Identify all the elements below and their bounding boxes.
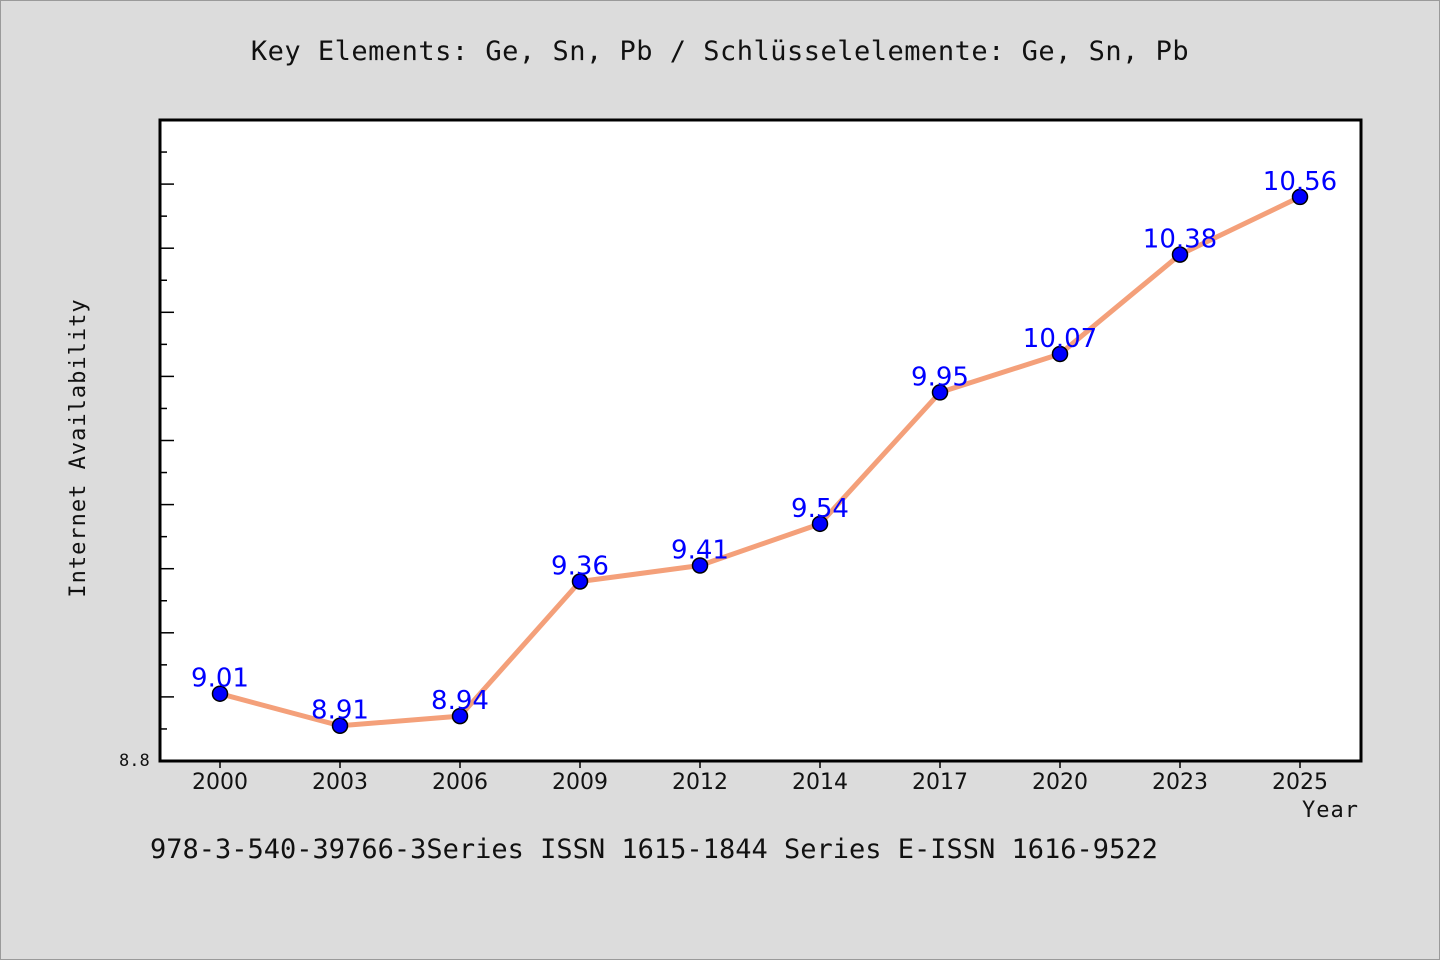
x-tick-label: 2014 [792,770,848,795]
data-label: 9.41 [671,535,729,565]
series-group: 9.01 8.91 8.94 9.36 9.41 9.54 9.95 10.07 10.38 10… [191,167,1337,734]
data-label: 9.54 [791,494,849,524]
data-point [1171,246,1189,263]
x-tick-label: 2012 [672,770,728,795]
series-line [217,194,1303,729]
x-tick-label: 2009 [552,770,608,795]
data-point [211,685,229,702]
data-point [1291,188,1309,206]
data-label: 8.91 [311,696,369,726]
x-tick-label: 2006 [432,770,488,795]
x-tick-label: 2025 [1272,770,1328,795]
data-label: 8.94 [431,686,489,716]
plot-area [158,118,1363,763]
y-axis-min-label: 8.8 [119,751,150,771]
data-label: 10.38 [1143,225,1217,255]
data-point [571,573,589,590]
x-axis-ticks: 2000 2003 2006 2009 2012 2014 2017 2020 2023 2025 [192,761,1328,795]
data-point [1051,345,1069,363]
data-label: 9.95 [911,362,969,392]
data-point [331,717,349,734]
y-axis-ticks [160,151,174,730]
data-point [811,515,829,533]
y-axis-title: Internet Availability [66,298,91,597]
data-label: 9.36 [551,552,609,582]
data-label: 10.56 [1263,167,1337,197]
x-axis-title: Year [1302,798,1359,823]
x-tick-label: 2020 [1032,770,1088,795]
data-point [451,707,469,725]
x-tick-label: 2017 [912,770,968,795]
x-tick-label: 2023 [1152,770,1208,795]
x-tick-label: 2000 [192,770,248,795]
data-label: 10.07 [1023,324,1097,354]
x-tick-label: 2003 [312,770,368,795]
footnote-isbn: 978-3-540-39766-3Series ISSN 1615-1844 S… [150,834,1158,865]
chart-title: Key Elements: Ge, Sn, Pb / Schlüsselelem… [250,36,1190,67]
data-point [691,557,709,574]
data-label: 9.01 [191,664,249,694]
data-point [931,384,949,401]
